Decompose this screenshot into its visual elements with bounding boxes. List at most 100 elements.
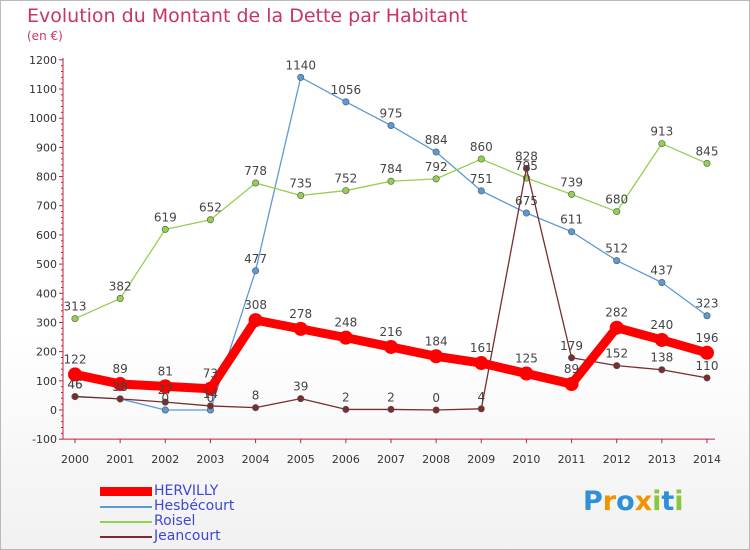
x-tick-label: 2003	[196, 453, 224, 466]
data-label-hesbecourt: 38	[113, 380, 128, 394]
proxiti-logo[interactable]: Proxiti	[583, 486, 684, 517]
data-label-hesbecourt: 611	[560, 213, 583, 227]
data-point-hervilly	[609, 320, 624, 335]
logo-letter: P	[583, 486, 603, 517]
data-label-jeancourt: 2	[387, 390, 395, 404]
y-tick-label: 400	[36, 287, 57, 300]
data-point-roisel	[613, 208, 621, 216]
y-tick-label: 1200	[29, 54, 57, 67]
y-tick-label: 300	[36, 316, 57, 329]
data-point-roisel	[116, 295, 124, 303]
data-label-roisel: 752	[334, 172, 357, 186]
data-point-hervilly	[700, 345, 714, 360]
data-point-jeancourt	[71, 393, 79, 401]
data-point-hesbecourt	[613, 257, 621, 265]
chart-subtitle: (en €)	[27, 29, 63, 43]
legend-swatch-hervilly	[100, 487, 152, 496]
data-label-jeancourt: 0	[432, 391, 440, 405]
x-tick-label: 2009	[467, 453, 495, 466]
data-point-jeancourt	[477, 405, 485, 413]
data-point-hervilly	[519, 366, 534, 381]
x-tick-label: 2005	[287, 453, 315, 466]
y-tick-label: 200	[36, 346, 57, 359]
x-tick-label: 2002	[151, 453, 179, 466]
data-point-roisel	[342, 187, 350, 195]
y-tick-label: 0	[50, 404, 57, 417]
data-label-hervilly: 196	[696, 331, 719, 345]
data-point-hesbecourt	[522, 209, 530, 217]
x-tick-label: 2011	[558, 453, 586, 466]
data-label-roisel: 739	[560, 175, 583, 189]
data-label-hesbecourt: 0	[207, 391, 215, 405]
data-point-hervilly	[564, 377, 579, 392]
data-point-hervilly	[474, 356, 489, 371]
legend-label-roisel: Roisel	[154, 513, 196, 529]
data-label-hesbecourt: 0	[161, 391, 169, 405]
data-label-roisel: 784	[380, 162, 403, 176]
data-point-roisel	[477, 155, 485, 163]
data-label-jeancourt: 138	[650, 351, 673, 365]
data-point-roisel	[71, 315, 79, 323]
data-label-roisel: 795	[515, 159, 538, 173]
data-label-hesbecourt: 477	[244, 252, 267, 266]
data-point-jeancourt	[342, 405, 350, 413]
logo-letter: o	[616, 486, 635, 517]
data-point-jeancourt	[568, 354, 576, 362]
data-point-jeancourt	[613, 362, 621, 370]
logo-letter: x	[634, 486, 653, 517]
data-label-roisel: 860	[470, 140, 493, 154]
data-label-hesbecourt: 437	[650, 263, 673, 277]
data-label-jeancourt: 110	[696, 359, 719, 373]
data-label-jeancourt: 152	[605, 347, 628, 361]
x-tick-label: 2007	[377, 453, 405, 466]
x-tick-label: 2000	[61, 453, 89, 466]
data-label-jeancourt: 828	[515, 149, 538, 163]
data-label-hervilly: 240	[650, 318, 673, 332]
data-point-roisel	[161, 225, 169, 233]
data-label-jeancourt: 39	[293, 380, 308, 394]
data-point-roisel	[703, 159, 711, 167]
data-point-jeancourt	[297, 395, 305, 403]
data-label-roisel: 382	[109, 280, 132, 294]
data-label-hesbecourt: 751	[470, 172, 493, 186]
data-point-hesbecourt	[387, 121, 395, 129]
data-label-hesbecourt: 46	[67, 378, 82, 392]
legend-swatch-roisel	[100, 521, 152, 523]
data-point-hesbecourt	[161, 406, 169, 414]
data-point-jeancourt	[658, 366, 666, 374]
data-label-hervilly: 81	[158, 364, 173, 378]
y-tick-label: 900	[36, 141, 57, 154]
data-label-hesbecourt: 323	[696, 297, 719, 311]
data-label-roisel: 680	[605, 193, 628, 207]
data-label-roisel: 735	[289, 177, 312, 191]
x-tick-label: 2012	[603, 453, 631, 466]
data-point-roisel	[387, 177, 395, 185]
x-tick-label: 2013	[648, 453, 676, 466]
data-label-jeancourt: 179	[560, 339, 583, 353]
data-point-jeancourt	[252, 404, 260, 412]
data-point-hervilly	[68, 367, 82, 382]
data-label-hervilly: 278	[289, 307, 312, 321]
data-point-jeancourt	[161, 398, 169, 406]
data-point-hervilly	[654, 332, 669, 347]
chart-title: Evolution du Montant de la Dette par Hab…	[27, 5, 468, 27]
y-tick-label: 600	[36, 229, 57, 242]
x-tick-label: 2010	[512, 453, 540, 466]
x-tick-label: 2006	[332, 453, 360, 466]
data-point-jeancourt	[387, 405, 395, 413]
data-point-roisel	[432, 175, 440, 183]
y-tick-label: 700	[36, 200, 57, 213]
data-point-hervilly	[293, 321, 308, 336]
data-label-jeancourt: 14	[203, 387, 218, 401]
data-point-roisel	[297, 192, 305, 200]
data-point-hesbecourt	[703, 312, 711, 320]
y-tick-label: -100	[32, 433, 57, 446]
data-label-hesbecourt: 1140	[285, 58, 316, 72]
data-label-jeancourt: 4	[477, 390, 485, 404]
data-point-hervilly	[113, 377, 128, 392]
data-label-jeancourt: 46	[67, 378, 82, 392]
data-label-hervilly: 184	[425, 334, 448, 348]
data-point-hesbecourt	[658, 278, 666, 286]
y-tick-label: 1000	[29, 112, 57, 125]
x-tick-label: 2004	[242, 453, 270, 466]
